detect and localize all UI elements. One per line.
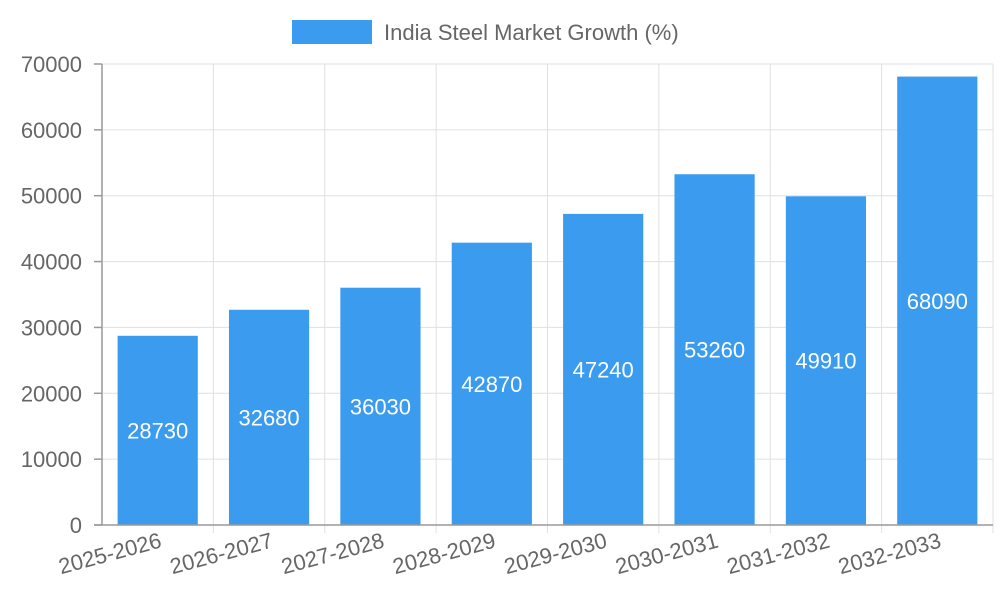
bar-2026-2027[interactable] (228, 309, 310, 525)
x-tick-label: 2028-2029 (390, 528, 498, 579)
y-tick-label: 30000 (21, 315, 82, 340)
y-tick-label: 40000 (21, 250, 82, 275)
bar-2028-2029[interactable] (451, 242, 532, 526)
legend-label[interactable]: India Steel Market Growth (%) (384, 20, 679, 45)
data-label: 68090 (907, 289, 968, 314)
y-tick-label: 70000 (21, 52, 82, 77)
y-tick-label: 20000 (21, 381, 82, 406)
x-tick-label: 2029-2030 (501, 528, 609, 579)
bar-2031-2032[interactable] (785, 196, 867, 525)
data-labels: 28730 32680 36030 42870 47240 53260 49910 68090 (127, 289, 968, 444)
y-tick-label: 50000 (21, 184, 82, 209)
y-tick-label: 10000 (21, 447, 82, 472)
data-label: 49910 (795, 349, 856, 374)
data-label: 42870 (461, 372, 522, 397)
bar-2029-2030[interactable] (563, 213, 644, 525)
legend[interactable]: India Steel Market Growth (%) (292, 20, 679, 45)
x-tick-label: 2027-2028 (279, 528, 387, 579)
x-tick-label: 2030-2031 (613, 528, 721, 579)
legend-swatch[interactable] (292, 20, 372, 44)
data-label: 47240 (573, 357, 634, 382)
bar-2030-2031[interactable] (674, 174, 755, 525)
data-label: 53260 (684, 338, 745, 363)
x-tick-label: 2032-2033 (836, 528, 944, 579)
bar-2025-2026[interactable] (117, 335, 198, 525)
y-tick-label: 60000 (21, 118, 82, 143)
x-tick-labels: 2025-2026 2026-2027 2027-2028 2028-2029 2029… (56, 528, 944, 579)
gridlines (102, 63, 994, 533)
data-label: 28730 (127, 418, 188, 443)
data-label: 36030 (350, 394, 411, 419)
x-tick-label: 2026-2027 (167, 528, 275, 579)
x-tick-label: 2031-2032 (724, 528, 832, 579)
data-label: 32680 (238, 405, 299, 430)
bar-2032-2033[interactable] (897, 76, 978, 526)
y-tick-labels: 0 10000 20000 30000 40000 50000 60000 70000 (21, 52, 82, 538)
bar-2027-2028[interactable] (340, 287, 421, 525)
axes (94, 63, 993, 526)
bars (117, 76, 978, 526)
y-tick-label: 0 (70, 513, 82, 538)
